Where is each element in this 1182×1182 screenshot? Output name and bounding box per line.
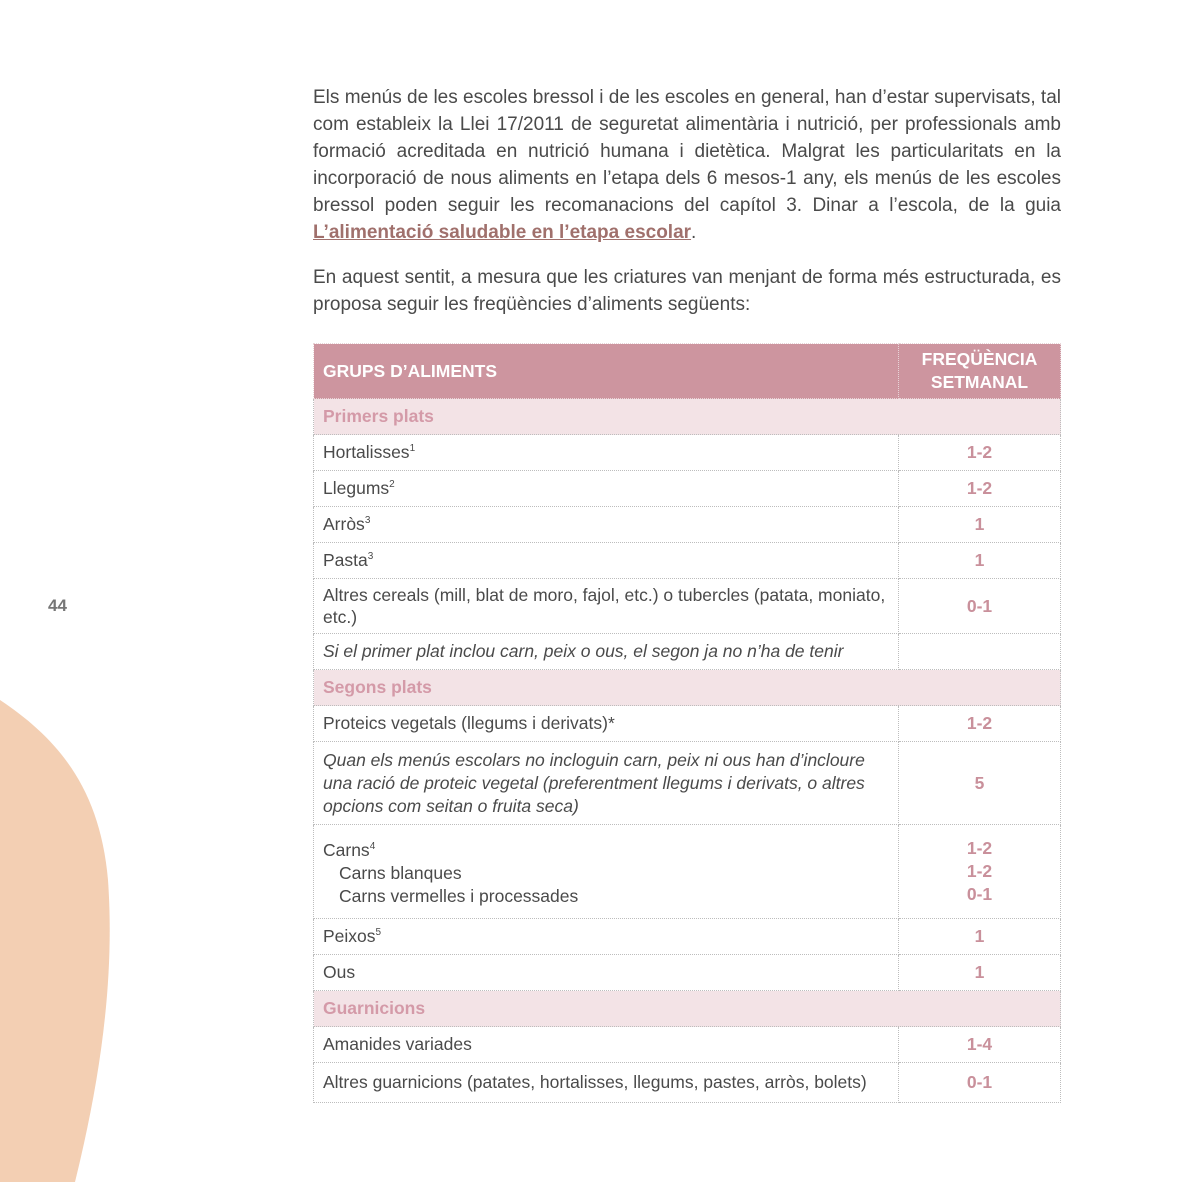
food-group: Altres guarnicions (patates, hortalisses… [313, 1062, 899, 1103]
table-row: Peixos5 1 [313, 918, 1061, 955]
table-row: Hortalisses1 1-2 [313, 434, 1061, 471]
frequency-value: 1 [898, 954, 1061, 991]
sub-item-label: Carns blanques [339, 862, 462, 883]
food-group: Si el primer plat inclou carn, peix o ou… [313, 633, 899, 670]
header-food-groups: GRUPS D’ALIMENTS [313, 343, 899, 399]
paragraph-text: Els menús de les escoles bressol i de le… [313, 87, 1061, 216]
frequency-value: 1-2 [898, 470, 1061, 507]
section-title: Guarnicions [313, 990, 1061, 1027]
food-group: Altres cereals (mill, blat de moro, fajo… [313, 578, 899, 634]
page-number: 44 [48, 596, 67, 615]
frequency-value: 0-1 [898, 1062, 1061, 1103]
section-row: Segons plats [313, 669, 1061, 706]
table-row: Carns4 Carns blanques Carns vermelles i pr… [313, 824, 1061, 919]
frequency-value: 1 [898, 542, 1061, 579]
food-group: Hortalisses1 [313, 434, 899, 471]
table-row: Si el primer plat inclou carn, peix o ou… [313, 633, 1061, 670]
header-frequency: FREQÜÈNCIA SETMANAL [898, 343, 1061, 399]
body-text: Els menús de les escoles bressol i de le… [313, 84, 1061, 336]
table-row: Ous 1 [313, 954, 1061, 991]
food-group: Peixos5 [313, 918, 899, 955]
frequency-value: 1-2 1-2 0-1 [898, 824, 1061, 919]
table-row: Llegums2 1-2 [313, 470, 1061, 507]
paragraph-text: . [691, 222, 697, 243]
food-group: Carns4 Carns blanques Carns vermelles i pr… [313, 824, 899, 919]
frequency-value: 1 [898, 918, 1061, 955]
table-row: Altres cereals (mill, blat de moro, fajo… [313, 578, 1061, 634]
frequency-value: 1-2 [898, 434, 1061, 471]
food-frequency-table: GRUPS D’ALIMENTS FREQÜÈNCIA SETMANAL Prim… [313, 343, 1061, 1103]
table-row: Arròs3 1 [313, 506, 1061, 543]
table-header: GRUPS D’ALIMENTS FREQÜÈNCIA SETMANAL [313, 343, 1061, 399]
food-group: Ous [313, 954, 899, 991]
food-group: Proteics vegetals (llegums i derivats)* [313, 705, 899, 742]
table-row: Altres guarnicions (patates, hortalisses… [313, 1062, 1061, 1103]
paragraph: En aquest sentit, a mesura que les criat… [313, 267, 1061, 315]
paragraph: Els menús de les escoles bressol i de le… [313, 84, 1061, 246]
frequency-value: 1 [898, 506, 1061, 543]
food-group: Arròs3 [313, 506, 899, 543]
food-group: Pasta3 [313, 542, 899, 579]
section-row: Primers plats [313, 398, 1061, 435]
section-title: Primers plats [313, 398, 1061, 435]
table-row: Quan els menús escolars no incloguin car… [313, 741, 1061, 825]
guide-link[interactable]: L’alimentació saludable en l’etapa escol… [313, 222, 692, 243]
table-row: Proteics vegetals (llegums i derivats)* 1… [313, 705, 1061, 742]
section-row: Guarnicions [313, 990, 1061, 1027]
food-group: Amanides variades [313, 1026, 899, 1063]
section-title: Segons plats [313, 669, 1061, 706]
frequency-value: 1-2 [898, 705, 1061, 742]
frequency-value [898, 633, 1061, 670]
frequency-value: 0-1 [898, 578, 1061, 634]
food-group: Llegums2 [313, 470, 899, 507]
sub-item-label: Carns vermelles i processades [339, 885, 579, 906]
table-row: Amanides variades 1-4 [313, 1026, 1061, 1063]
table-row: Pasta3 1 [313, 542, 1061, 579]
food-group: Quan els menús escolars no incloguin car… [313, 741, 899, 825]
frequency-value: 5 [898, 741, 1061, 825]
frequency-value: 1-4 [898, 1026, 1061, 1063]
